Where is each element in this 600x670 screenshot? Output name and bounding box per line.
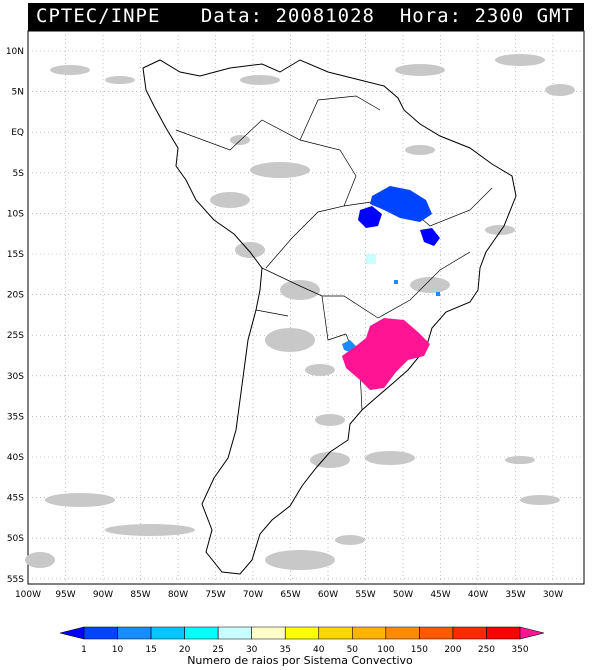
color-bar-segment [452, 626, 487, 640]
lon-label: 40W [468, 590, 488, 600]
color-bar-segment [419, 626, 454, 640]
color-bar-value: 30 [246, 645, 258, 655]
lon-label: 65W [280, 590, 300, 600]
header-title: CPTEC/INPE [36, 5, 161, 27]
legend-caption: Numero de raios por Sistema Convectivo [187, 654, 413, 667]
color-bar-segment [486, 626, 521, 640]
color-bar-value: 250 [478, 645, 495, 655]
color-bar-value: 35 [280, 645, 291, 655]
convective-systems [342, 186, 440, 390]
lat-label: 45S [7, 494, 24, 504]
lat-label: 10S [7, 209, 24, 219]
map-frame [27, 30, 585, 585]
lon-label: 95W [55, 590, 75, 600]
color-bar-segment [184, 626, 219, 640]
longitude-labels: 100W 95W 90W 85W 80W 75W 70W 65W 60W 55W 50W 45W 40W… [15, 590, 563, 600]
lat-label: 10N [6, 47, 24, 57]
map-header: CPTEC/INPE Data: 20081028 Hora: 2300 GMT [28, 3, 584, 31]
lat-label: 20S [7, 291, 24, 301]
color-bar-value: 40 [313, 645, 325, 655]
color-bar-value: 100 [377, 645, 394, 655]
cloud-cover [25, 54, 575, 570]
color-bar-segment [352, 626, 387, 640]
color-bar-segment [217, 626, 252, 640]
lat-label: 5N [12, 88, 24, 98]
color-bar-value: 10 [112, 645, 124, 655]
color-bar-value: 350 [511, 645, 528, 655]
lat-label: 35S [7, 412, 24, 422]
grid-lines [28, 31, 584, 584]
color-bar-labels: 1 10 15 20 25 30 35 40 50 100 150 200 250 350 [81, 645, 529, 655]
color-bar-segment [318, 626, 353, 640]
coastlines [142, 59, 517, 575]
color-bar-segment [284, 626, 320, 640]
lon-label: 30W [543, 590, 563, 600]
lon-label: 70W [243, 590, 263, 600]
latitude-labels: 10N 5N EQ 5S 10S 15S 20S 25S 30S 35S 40S 45S 50S 55S [6, 47, 24, 585]
color-bar-segment [59, 626, 85, 640]
lon-label: 85W [130, 590, 150, 600]
country-borders [175, 95, 493, 411]
lat-label: 15S [7, 250, 24, 260]
color-bar-value: 1 [81, 645, 87, 655]
lon-label: 35W [505, 590, 525, 600]
color-bar-segment [385, 626, 420, 640]
color-bar-value: 200 [444, 645, 461, 655]
lat-label: 55S [7, 575, 24, 585]
lat-label: EQ [11, 128, 24, 138]
lat-label: 50S [7, 534, 24, 544]
lat-label: 5S [13, 169, 25, 179]
lon-label: 45W [430, 590, 450, 600]
lon-label: 55W [355, 590, 375, 600]
color-bar-segment [83, 626, 118, 640]
color-bar-value: 20 [179, 645, 191, 655]
lon-label: 50W [393, 590, 413, 600]
color-bar [59, 626, 545, 640]
header-date-time: Data: 20081028 Hora: 2300 GMT [200, 5, 574, 27]
color-bar-value: 50 [347, 645, 359, 655]
lon-label: 75W [205, 590, 225, 600]
lat-label: 30S [7, 372, 24, 382]
color-bar-segment [519, 626, 545, 640]
color-bar-value: 25 [212, 645, 223, 655]
color-bar-segment [251, 626, 286, 640]
lon-label: 90W [93, 590, 113, 600]
lat-label: 40S [7, 453, 24, 463]
color-bar-segment [150, 626, 185, 640]
color-bar-value: 150 [411, 645, 428, 655]
lon-label: 80W [168, 590, 188, 600]
color-bar-value: 15 [145, 645, 156, 655]
color-bar-segment [117, 626, 152, 640]
lon-label: 100W [15, 590, 41, 600]
lat-label: 25S [7, 331, 24, 341]
lon-label: 60W [318, 590, 338, 600]
